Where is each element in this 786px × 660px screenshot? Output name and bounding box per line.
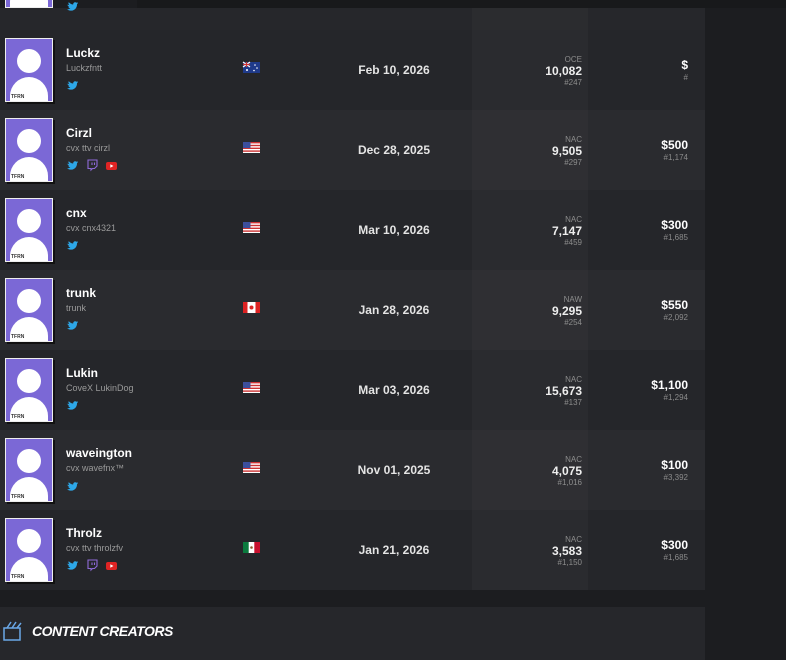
player-name: waveington [66,446,133,460]
player-name: cnx [66,206,87,220]
points: 10,082 [545,64,582,78]
avatar-head [17,369,41,393]
avatar-head [17,49,41,73]
avatar [5,0,53,8]
earnings-rank: #2,092 [663,313,688,322]
player-name: Lukin [66,366,98,380]
player-handle: cvx ttv cirzl [66,143,110,153]
avatar-body [10,557,48,581]
avatar-body [10,157,48,181]
player-row: TFRN waveington cvx wavefnx™ Nov 01, 2025 NA… [0,430,705,510]
earnings: $1,100 [651,378,688,392]
points: 15,673 [545,384,582,398]
earnings-rank: # [683,73,688,82]
avatar-badge: TFRN [11,254,25,260]
points-rank: #459 [564,238,582,247]
points-rank: #297 [564,158,582,167]
player-row: TFRN Luckz Luckzfntt Feb 10, 2026 OCE 10,082 #… [0,30,705,110]
content-creators-section [0,607,705,660]
player-row: TFRN trunk trunk Jan 28, 2026 NAW 9,295 #254 $5… [0,270,705,350]
points-rank: #247 [564,78,582,87]
earnings-rank: #1,685 [663,553,688,562]
points: 7,147 [551,224,582,238]
earnings: $300 [661,538,688,552]
player-row: TFRN cnx cvx cnx4321 Mar 10, 2026 NAC 7,147 #4… [0,190,705,270]
avatar-body [10,397,48,421]
join-date: Dec 28, 2025 [357,143,431,157]
avatar: TFRN [5,358,53,422]
points: 9,505 [551,144,582,158]
join-date: Jan 21, 2026 [358,543,430,557]
avatar-head [17,289,41,313]
avatar-head [17,209,41,233]
points-rank: #1,150 [557,558,582,567]
points: 3,583 [551,544,582,558]
avatar: TFRN [5,118,53,182]
avatar: TFRN [5,198,53,262]
avatar-badge: TFRN [11,574,25,580]
points-rank: #1,016 [557,478,582,487]
player-handle: CoveX LukinDog [66,383,134,393]
avatar: TFRN [5,278,53,342]
earnings: $550 [661,298,688,312]
player-row: TFRN Lukin CoveX LukinDog Mar 03, 2026 NAC 15… [0,350,705,430]
player-handle: Luckzfntt [66,63,103,73]
avatar-badge: TFRN [11,494,25,500]
player-row: TFRN Throlz cvx ttv throlzfv Jan 21, 2026 NA… [0,510,705,590]
avatar-head [17,529,41,553]
icons [67,2,261,571]
points-rank: #137 [564,398,582,407]
avatar: TFRN [5,38,53,102]
region: NAC [565,215,582,224]
region: NAC [565,375,582,384]
earnings: $100 [661,458,688,472]
avatar-body [10,317,48,341]
points: 4,075 [551,464,582,478]
player-name: trunk [66,286,96,300]
avatar: TFRN [5,438,53,502]
avatar-body [10,237,48,261]
avatar-body [10,77,48,101]
region: NAC [565,135,582,144]
region: NAC [565,455,582,464]
player-row: TFRN Cirzl cvx ttv cirzl Dec 28, 2025 NAC 9,5… [0,110,705,190]
region: OCE [564,55,582,64]
earnings: $500 [661,138,688,152]
avatar-badge: TFRN [11,174,25,180]
earnings-rank: #1,685 [663,233,688,242]
avatar-badge: TFRN [11,94,25,100]
region: NAC [565,535,582,544]
avatar: TFRN [5,518,53,582]
player-handle: cvx cnx4321 [66,223,117,233]
region: NAW [563,295,582,304]
player-name: Luckz [66,46,101,60]
section-title: CONTENT CREATORS [32,623,173,639]
join-date: Mar 10, 2026 [358,223,430,237]
player-handle: cvx wavefnx™ [66,463,125,473]
player-handle: cvx ttv throlzfv [66,543,124,553]
avatar-head [17,129,41,153]
earnings-rank: #3,392 [663,473,688,482]
earnings-rank: #1,294 [663,393,688,402]
join-date: Feb 10, 2026 [358,63,430,77]
avatar-badge: TFRN [11,334,25,340]
section-icon [3,621,22,641]
avatar-badge: TFRN [11,414,25,420]
top-bar [137,0,786,8]
points: 9,295 [551,304,582,318]
avatar-head [17,449,41,473]
earnings-rank: #1,174 [663,153,688,162]
player-name: Cirzl [66,126,93,140]
earnings: $300 [661,218,688,232]
earnings: $ [681,58,688,72]
player-name: Throlz [66,526,102,540]
points-rank: #254 [564,318,582,327]
join-date: Jan 28, 2026 [358,303,430,317]
avatar-body [10,477,48,501]
join-date: Mar 03, 2026 [358,383,430,397]
join-date: Nov 01, 2025 [357,463,431,477]
player-handle: trunk [66,303,87,313]
